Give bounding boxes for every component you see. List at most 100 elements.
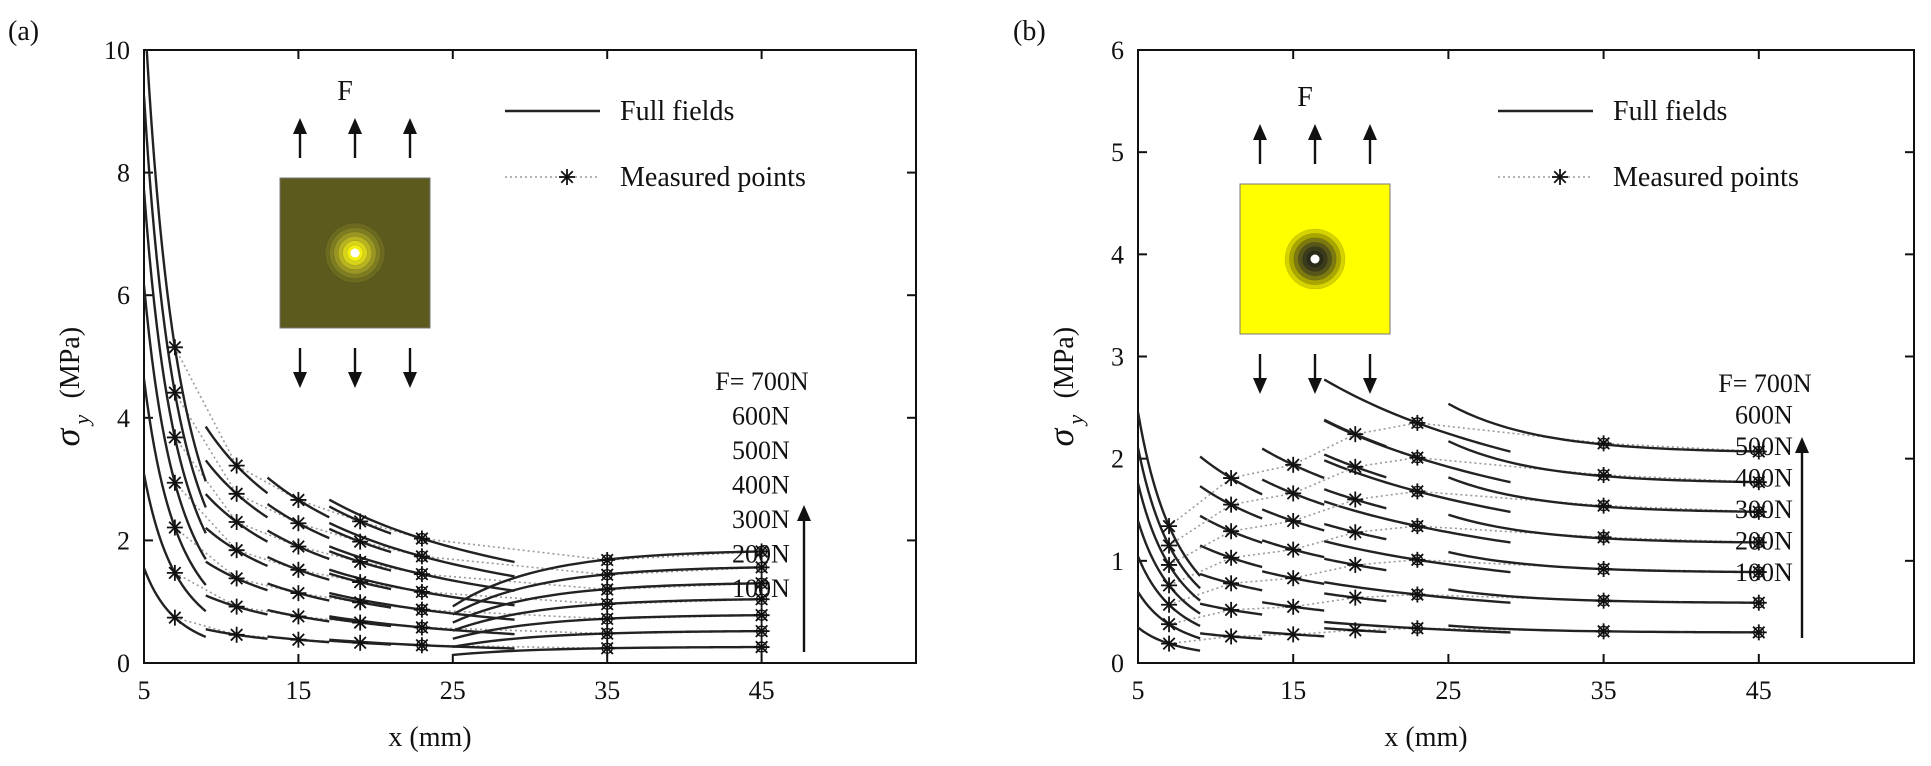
star-stroke: [1348, 623, 1362, 637]
hole: [350, 248, 360, 258]
measured-point-ring: [1753, 566, 1765, 578]
full-field-curve: [1447, 402, 1682, 451]
measured-point-ring: [1753, 536, 1765, 549]
force-label: 600N: [732, 402, 790, 431]
full-field-curve: [1448, 624, 1682, 634]
measured-point-ring: [1597, 595, 1610, 607]
star-stroke: [1162, 637, 1176, 650]
measured-point: [228, 598, 245, 615]
measured-point: [290, 585, 307, 602]
measured-point-ring: [1753, 445, 1765, 458]
star-stroke: [292, 586, 305, 600]
star-stroke: [1162, 539, 1176, 552]
measured-point-ring: [416, 586, 428, 598]
measured-point: [290, 515, 307, 532]
y-axis-label-symbol: σ: [47, 428, 87, 447]
measured-point: [352, 574, 369, 591]
measured-point: [1223, 523, 1240, 540]
measured-point: [166, 384, 183, 401]
measured-point-ring: [1597, 531, 1610, 543]
tension-arrow-down: [1363, 354, 1377, 394]
measured-point: [228, 626, 245, 643]
star-stroke: [1286, 458, 1300, 472]
force-label: 600N: [1735, 401, 1793, 430]
arrow-head: [797, 505, 811, 521]
force-label: 300N: [732, 505, 790, 534]
y-axis-label-subscript: y: [1063, 415, 1088, 427]
force-label: 400N: [732, 471, 790, 500]
full-field-curve: [452, 646, 685, 657]
legend: Full fields Measured points: [505, 96, 806, 193]
star-stroke: [168, 521, 182, 534]
force-increase-arrow: [797, 505, 811, 652]
x-tick-label: 25: [1435, 676, 1461, 705]
star-stroke: [1348, 591, 1362, 605]
force-label: 500N: [732, 436, 790, 465]
tension-arrow-down: [293, 348, 307, 388]
y-tick-label: 10: [104, 36, 130, 65]
y-axis-label-symbol: σ: [1041, 428, 1081, 447]
star-stroke: [168, 386, 182, 400]
star-stroke: [168, 476, 182, 490]
panel-a: (a) 5 15 25 35 45 0 2 4 6 8 10 x (mm) σy (MPa) Full fie…: [8, 16, 917, 753]
series-600N: [1138, 419, 1767, 590]
star-stroke: [1162, 617, 1176, 631]
series-200N: [144, 473, 770, 649]
measured-point: [1223, 601, 1240, 618]
force-label: F= 700N: [1718, 369, 1812, 398]
measured-point: [228, 457, 245, 474]
measured-point: [1161, 556, 1178, 573]
specimen-inset: F: [279, 76, 431, 388]
measured-point-ring: [601, 583, 613, 596]
legend-measured-label: Measured points: [620, 162, 806, 193]
measured-line: [174, 526, 762, 620]
series-500N: [144, 189, 770, 624]
star-stroke: [353, 616, 367, 629]
force-label: 100N: [1735, 558, 1793, 587]
force-increase-arrow: [1795, 437, 1809, 638]
x-tick-label: 45: [1746, 676, 1772, 705]
arrow-head: [403, 372, 417, 388]
star-stroke: [230, 515, 244, 529]
star-stroke: [168, 566, 182, 580]
plot-area: [1138, 378, 1767, 652]
series-200N: [1138, 580, 1767, 640]
y-tick-label: 4: [117, 404, 130, 433]
tension-arrow-up: [293, 118, 307, 158]
full-field-curve: [1681, 479, 1762, 484]
measured-point: [1223, 470, 1240, 487]
plot-area: [144, 50, 770, 657]
x-tick-label: 15: [285, 676, 311, 705]
y-tick-label: 6: [117, 281, 130, 310]
measured-point: [1285, 541, 1302, 558]
measured-point: [166, 564, 183, 581]
star-stroke: [292, 633, 305, 647]
full-field-curve: [1681, 600, 1762, 604]
star-stroke: [1348, 460, 1362, 474]
star-stroke: [353, 535, 367, 549]
star-stroke: [292, 540, 305, 553]
measured-point: [228, 514, 245, 531]
legend-measured-star: [559, 169, 575, 185]
measured-point: [290, 538, 307, 555]
star-stroke: [353, 555, 367, 569]
measured-point-ring: [1411, 588, 1424, 601]
star-stroke: [292, 493, 305, 507]
star-stroke: [1348, 493, 1362, 506]
measured-point: [290, 561, 307, 578]
x-tick-label: 45: [749, 676, 775, 705]
x-tick-label: 35: [594, 676, 620, 705]
arrow-head: [1308, 124, 1322, 140]
force-label: 300N: [1735, 495, 1793, 524]
measured-point: [1161, 616, 1178, 633]
specimen-inset: F: [1239, 82, 1391, 394]
force-label: 200N: [732, 540, 790, 569]
hole: [1310, 254, 1320, 264]
force-label: 100N: [732, 574, 790, 603]
y-axis-label-subscript: y: [69, 415, 94, 427]
star-stroke: [230, 600, 244, 614]
star-stroke: [292, 610, 305, 623]
measured-point-ring: [755, 641, 768, 653]
force-label: 200N: [1735, 527, 1793, 556]
full-field-curve: [1681, 570, 1762, 574]
